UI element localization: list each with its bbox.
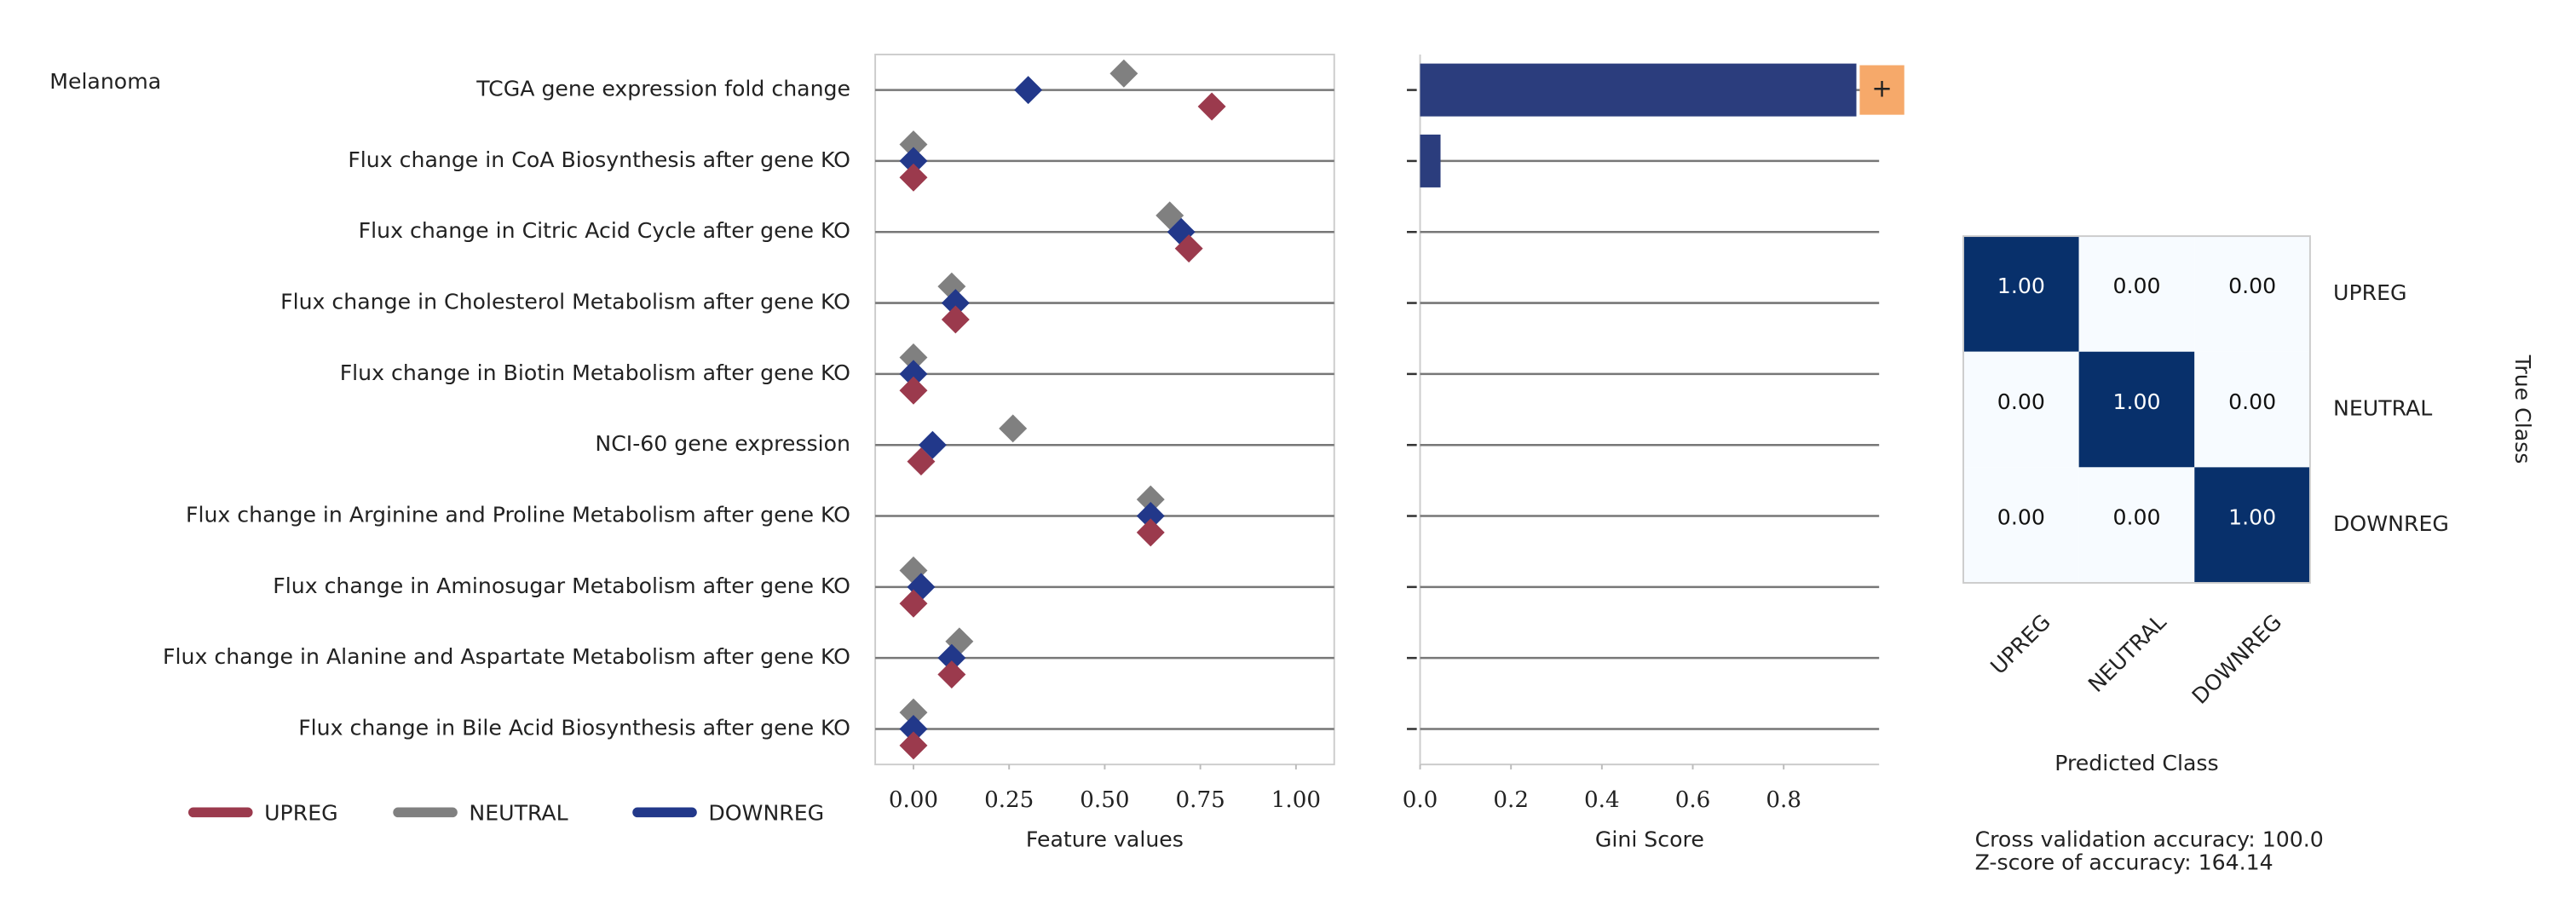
footer-line: Cross validation accuracy: 100.0	[1975, 827, 2324, 851]
x-tick-label: 0.4	[1584, 787, 1620, 813]
row-label: Flux change in Bile Acid Biosynthesis af…	[298, 715, 850, 740]
row-label: NCI-60 gene expression	[595, 431, 850, 456]
median-marker	[1014, 76, 1043, 105]
median-marker	[941, 305, 970, 334]
x-axis-label: Predicted Class	[2054, 751, 2218, 775]
median-marker	[937, 660, 966, 689]
heatmap-cell	[1963, 351, 2079, 468]
legend-label: UPREG	[264, 800, 338, 825]
heatmap-cell	[2078, 467, 2195, 584]
x-axis-label: Feature values	[1026, 827, 1184, 851]
median-marker	[899, 376, 928, 405]
cell-label: 1.00	[2112, 389, 2160, 414]
heatmap-cell	[2078, 236, 2195, 352]
row-label: Flux change in Biotin Metabolism after g…	[340, 360, 850, 385]
x-tick-label: 0.25	[984, 787, 1034, 813]
footer-line: Z-score of accuracy: 164.14	[1975, 850, 2273, 874]
x-tick-label: DOWNREG	[2187, 609, 2287, 709]
legend-label: NEUTRAL	[469, 800, 568, 825]
median-marker	[1136, 502, 1165, 530]
figure-title: Melanoma	[49, 69, 161, 94]
x-tick-label: 0.2	[1493, 787, 1529, 813]
legend-label: DOWNREG	[708, 800, 824, 825]
x-tick-label: 0.75	[1176, 787, 1225, 813]
median-marker	[907, 447, 936, 476]
row-label: Flux change in Arginine and Proline Meta…	[186, 503, 850, 527]
median-marker	[1174, 234, 1203, 263]
x-tick-label: UPREG	[1985, 609, 2055, 679]
heatmap-cell	[2194, 351, 2310, 468]
median-marker	[899, 731, 928, 760]
x-tick-label: 0.8	[1766, 787, 1801, 813]
median-marker	[999, 414, 1028, 443]
row-label: Flux change in Alanine and Aspartate Met…	[163, 644, 850, 669]
x-tick-label: 0.00	[889, 787, 938, 813]
highlight-mark: +	[1871, 74, 1892, 103]
heatmap-cell	[1963, 236, 2079, 352]
x-tick-label: NEUTRAL	[2083, 609, 2171, 697]
heatmap-frame	[1962, 235, 2311, 584]
cell-label: 0.00	[2112, 274, 2160, 298]
y-tick-label: DOWNREG	[2333, 511, 2449, 536]
row-label: Flux change in CoA Biosynthesis after ge…	[348, 147, 850, 172]
cell-label: 1.00	[1997, 274, 2045, 298]
y-tick-label: UPREG	[2333, 280, 2407, 305]
cell-label: 0.00	[2112, 504, 2160, 529]
y-axis-label: True Class	[2510, 354, 2535, 464]
median-marker	[1197, 92, 1226, 121]
heatmap-cell	[2078, 351, 2195, 468]
y-tick-label: NEUTRAL	[2333, 396, 2432, 421]
median-marker	[1136, 518, 1165, 547]
row-label: Flux change in Cholesterol Metabolism af…	[280, 290, 850, 314]
x-tick-label: 0.0	[1403, 787, 1438, 813]
highlight-box	[1859, 65, 1905, 115]
median-marker	[1109, 59, 1138, 88]
x-tick-label: 0.6	[1675, 787, 1711, 813]
row-label: Flux change in Citric Acid Cycle after g…	[359, 218, 850, 243]
cell-label: 0.00	[1997, 504, 2045, 529]
cell-label: 0.00	[2228, 274, 2276, 298]
bar	[1420, 134, 1441, 187]
heatmap-cell	[2194, 236, 2310, 352]
x-axis-label: Gini Score	[1595, 827, 1704, 851]
cell-label: 0.00	[2228, 389, 2276, 414]
heatmap-cell	[2194, 467, 2310, 584]
heatmap-cell	[1963, 467, 2079, 584]
x-tick-label: 0.50	[1080, 787, 1129, 813]
cell-label: 0.00	[1997, 389, 2045, 414]
cell-label: 1.00	[2228, 504, 2276, 529]
row-label: TCGA gene expression fold change	[475, 77, 850, 101]
median-marker	[899, 163, 928, 192]
x-tick-label: 1.00	[1271, 787, 1321, 813]
row-label: Flux change in Aminosugar Metabolism aft…	[273, 573, 850, 598]
bar	[1420, 63, 1857, 117]
